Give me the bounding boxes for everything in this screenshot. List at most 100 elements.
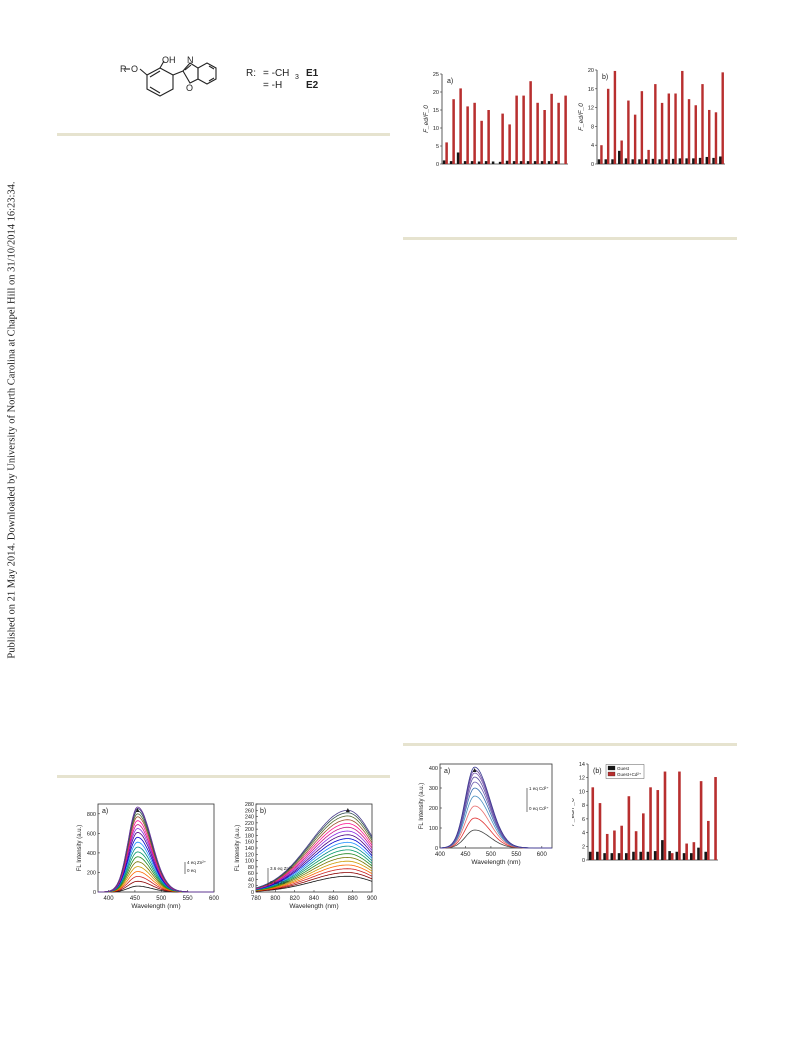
spectrum-line bbox=[255, 864, 373, 891]
bar-red bbox=[714, 777, 717, 860]
y-tick-label: 240 bbox=[245, 815, 254, 821]
bar-black bbox=[638, 159, 641, 164]
bar-red bbox=[663, 771, 667, 860]
bar-red bbox=[687, 99, 691, 164]
y-tick-label: 5 bbox=[436, 144, 439, 150]
annotation-top: 1 eq Cd²⁺ bbox=[529, 786, 549, 791]
bar-red bbox=[627, 100, 630, 164]
bar-black bbox=[653, 851, 657, 860]
y-tick-label: 600 bbox=[87, 831, 96, 837]
bar-black bbox=[618, 150, 621, 164]
spectrum-line bbox=[98, 806, 214, 893]
bar-red bbox=[529, 81, 532, 164]
x-tick-label: 840 bbox=[309, 896, 320, 902]
bar-red bbox=[487, 110, 490, 164]
bar-black bbox=[632, 851, 635, 860]
peak-arrow bbox=[472, 768, 477, 772]
y-tick-label: 140 bbox=[245, 846, 254, 852]
bar-black bbox=[651, 158, 655, 164]
y-tick-label: 300 bbox=[429, 786, 438, 792]
y-tick-label: 12 bbox=[588, 106, 594, 112]
y-tick-label: 200 bbox=[87, 870, 96, 876]
bar-black bbox=[658, 159, 661, 164]
spectrum-line bbox=[255, 849, 373, 891]
fl-spectra-zn-a: 400 450 500 550 600 0 200 400 600 800 a) Wavelength… bbox=[72, 800, 222, 920]
bar-black bbox=[639, 851, 643, 860]
bar-black bbox=[484, 161, 488, 164]
x-tick-label: 820 bbox=[290, 896, 301, 902]
bar-red bbox=[550, 93, 553, 164]
y-tick-label: 4 bbox=[591, 143, 594, 149]
annotation-top: 4 eq Zn²⁺ bbox=[187, 860, 207, 865]
bar-black bbox=[698, 157, 702, 164]
bar-red bbox=[654, 84, 657, 164]
bar-black bbox=[498, 161, 502, 164]
bar-black bbox=[712, 157, 715, 164]
bar-black bbox=[705, 156, 709, 164]
y-tick-label: 10 bbox=[433, 126, 439, 132]
x-tick-label: 900 bbox=[367, 896, 378, 902]
bar-black bbox=[470, 161, 474, 164]
bar-chart-cd-b: 0 2 4 6 8 10 12 14 (b) F_ed/F_0 Guest Guest+Cd²⁺ bbox=[572, 758, 722, 875]
y-tick-label: 20 bbox=[588, 68, 594, 74]
divider-left-1 bbox=[57, 133, 390, 136]
bar-black bbox=[491, 161, 495, 164]
x-tick-label: 400 bbox=[435, 852, 446, 858]
x-tick-label: 500 bbox=[486, 852, 497, 858]
y-tick-label: 10 bbox=[579, 789, 585, 795]
compound-e2-label: E2 bbox=[306, 80, 319, 91]
legend-label: Guest bbox=[617, 766, 630, 771]
substituent-1: = -CH bbox=[263, 68, 289, 79]
published-note: Published on 21 May 2014. Downloaded by … bbox=[6, 181, 18, 659]
x-tick-label: 400 bbox=[104, 896, 115, 902]
bar-black bbox=[697, 847, 700, 860]
y-tick-label: 16 bbox=[588, 87, 594, 93]
bar-black bbox=[668, 851, 671, 860]
bar-black bbox=[611, 159, 614, 164]
spectrum-line bbox=[255, 860, 373, 891]
bar-red bbox=[480, 120, 483, 164]
bar-red bbox=[707, 820, 710, 860]
plot-frame bbox=[97, 803, 215, 893]
x-tick-label: 450 bbox=[460, 852, 471, 858]
bar-red bbox=[647, 149, 650, 164]
bar-red bbox=[501, 113, 504, 164]
bar-black bbox=[597, 159, 601, 164]
bar-red bbox=[522, 95, 525, 164]
x-tick-label: 450 bbox=[130, 896, 141, 902]
y-tick-label: 8 bbox=[591, 124, 594, 130]
substituent-r-label: R: bbox=[246, 68, 256, 79]
y-tick-label: 2 bbox=[582, 844, 585, 850]
bar-black bbox=[540, 161, 544, 164]
spectrum-line bbox=[255, 853, 373, 891]
bar-black bbox=[512, 161, 516, 164]
y-tick-label: 180 bbox=[245, 833, 254, 839]
spectrum-line bbox=[255, 830, 373, 890]
x-tick-label: 550 bbox=[511, 852, 522, 858]
spectrum-line bbox=[255, 826, 373, 890]
y-axis-label: F_ed/F_0 bbox=[578, 103, 585, 131]
bar-red bbox=[642, 813, 645, 860]
bar-red bbox=[699, 781, 703, 860]
spectrum-line bbox=[255, 875, 373, 892]
bar-black bbox=[442, 160, 446, 164]
bar-red bbox=[515, 95, 518, 164]
y-tick-label: 400 bbox=[87, 851, 96, 857]
panel-label: (b) bbox=[593, 768, 602, 775]
bar-black bbox=[685, 158, 688, 164]
legend-swatch bbox=[607, 771, 616, 777]
bar-red bbox=[591, 787, 595, 860]
spectrum-line bbox=[255, 872, 373, 892]
x-axis-label: Wavelength (nm) bbox=[471, 859, 520, 866]
bar-red bbox=[605, 833, 609, 860]
bar-black bbox=[519, 161, 523, 164]
bar-black bbox=[661, 840, 664, 860]
ether-oxygen-label: O bbox=[131, 64, 138, 74]
y-tick-label: 4 bbox=[582, 831, 585, 837]
bar-red bbox=[678, 771, 681, 860]
r-group-label: R bbox=[120, 64, 127, 74]
y-tick-label: 0 bbox=[435, 846, 438, 852]
y-tick-label: 0 bbox=[93, 890, 96, 896]
spectrum-line bbox=[440, 766, 552, 849]
publication-sidebar: Published on 21 May 2014. Downloaded by … bbox=[4, 160, 20, 680]
